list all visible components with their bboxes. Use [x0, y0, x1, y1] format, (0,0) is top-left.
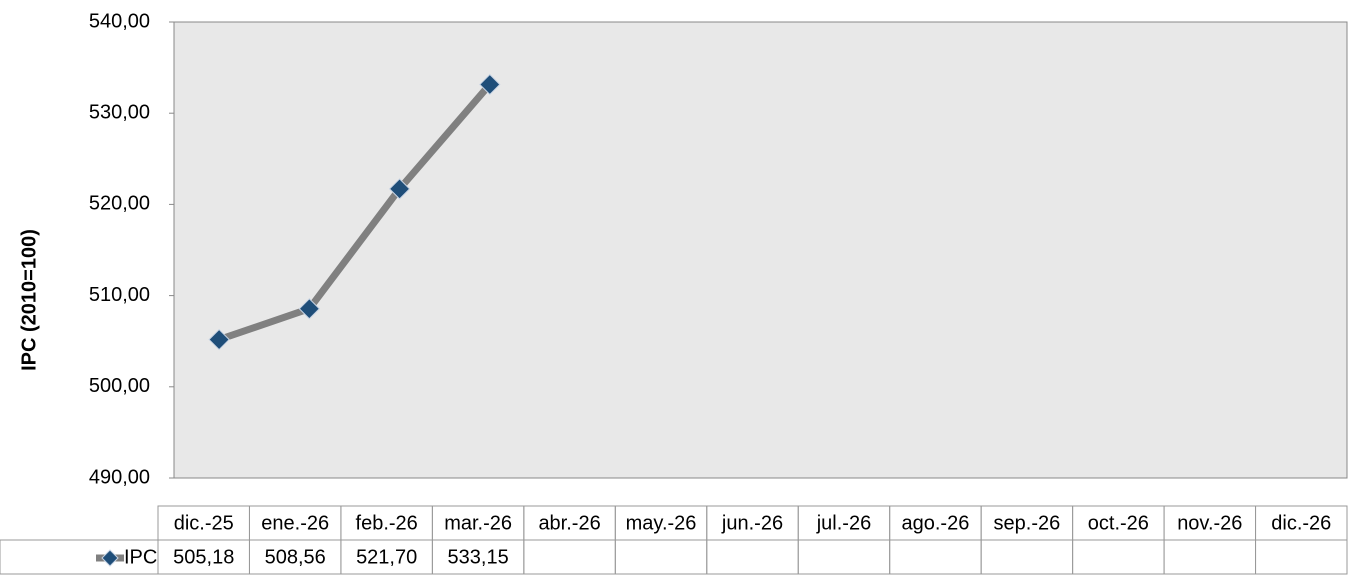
marker — [388, 178, 411, 200]
x-tick-label: ene.-26 — [261, 512, 329, 534]
y-tick-label: 520,00 — [89, 193, 150, 215]
y-tick-label: 510,00 — [89, 284, 150, 306]
data-label: 505,18 — [173, 546, 234, 568]
legend-label: IPC — [124, 546, 157, 568]
x-tick-label: oct.-26 — [1088, 512, 1149, 534]
table-cell — [1255, 539, 1348, 575]
x-tick-label: abr.-26 — [538, 512, 600, 534]
x-tick-label: sep.-26 — [994, 512, 1061, 534]
legend-marker — [101, 549, 119, 567]
x-tick-label: mar.-26 — [444, 512, 512, 534]
data-label: 533,15 — [448, 546, 509, 568]
x-tick-label: nov.-26 — [1177, 512, 1242, 534]
data-label: 508,56 — [265, 546, 326, 568]
y-axis-label: IPC (2010=100) — [18, 229, 40, 371]
data-label: 521,70 — [356, 546, 417, 568]
y-tick-label: 530,00 — [89, 101, 150, 123]
x-tick-label: dic.-26 — [1271, 512, 1331, 534]
table-cell — [889, 539, 982, 575]
series-line — [217, 82, 493, 343]
x-tick-label: may.-26 — [626, 512, 697, 534]
y-tick-label: 500,00 — [89, 375, 150, 397]
x-tick-label: ago.-26 — [902, 512, 970, 534]
marker — [208, 328, 230, 351]
table-cell — [1163, 539, 1257, 575]
y-tick-label: 540,00 — [89, 10, 150, 32]
x-tick-label: jul.-26 — [816, 512, 871, 534]
table-cell — [980, 539, 1074, 575]
marker — [298, 298, 321, 320]
x-tick-label: feb.-26 — [356, 512, 418, 534]
y-tick-label: 490,00 — [89, 466, 150, 488]
plot-area — [173, 21, 1348, 479]
table-cell — [706, 539, 799, 575]
x-tick-label: dic.-25 — [174, 512, 234, 534]
table-cell — [1072, 539, 1165, 575]
x-tick-label: jun.-26 — [721, 512, 783, 534]
marker — [479, 73, 501, 96]
table-cell — [614, 539, 708, 575]
table-cell — [523, 539, 616, 575]
table-cell — [797, 539, 891, 575]
